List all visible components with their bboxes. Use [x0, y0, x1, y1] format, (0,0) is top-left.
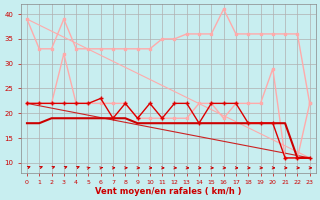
X-axis label: Vent moyen/en rafales ( km/h ): Vent moyen/en rafales ( km/h ): [95, 187, 242, 196]
